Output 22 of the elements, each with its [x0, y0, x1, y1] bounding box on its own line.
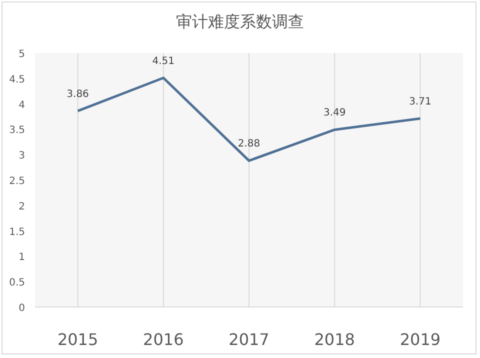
y-tick-label: 2: [18, 201, 25, 212]
chart-title: 审计难度系数调查: [176, 12, 304, 31]
y-tick-label: 0: [18, 303, 25, 314]
y-tick-label: 1.5: [9, 226, 25, 238]
data-label: 3.71: [409, 96, 432, 108]
y-tick-label: 0.5: [9, 278, 25, 289]
y-tick-label: 4: [18, 100, 25, 111]
x-tick-label: 2017: [228, 330, 270, 349]
y-tick-label: 2.5: [9, 176, 25, 187]
y-tick-label: 4.5: [9, 74, 25, 86]
y-tick-label: 5: [18, 49, 25, 60]
x-tick-label: 2019: [400, 330, 441, 349]
data-label: 4.51: [152, 56, 175, 67]
data-label: 3.49: [323, 108, 346, 119]
data-label: 3.86: [66, 88, 89, 100]
x-tick-label: 2015: [57, 330, 98, 349]
data-label: 2.88: [238, 138, 260, 150]
x-tick-label: 2018: [314, 330, 355, 349]
y-tick-label: 3: [18, 150, 25, 162]
x-tick-label: 2016: [143, 330, 184, 349]
y-tick-label: 3.5: [9, 125, 25, 136]
y-tick-label: 1: [18, 252, 25, 264]
